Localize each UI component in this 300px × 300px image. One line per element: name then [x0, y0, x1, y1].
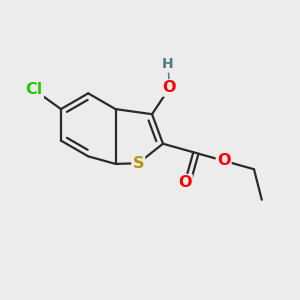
Text: H: H [162, 57, 174, 71]
Text: O: O [163, 80, 176, 95]
Text: O: O [178, 175, 192, 190]
Text: O: O [217, 153, 230, 168]
Text: Cl: Cl [26, 82, 43, 97]
Text: S: S [133, 156, 144, 171]
